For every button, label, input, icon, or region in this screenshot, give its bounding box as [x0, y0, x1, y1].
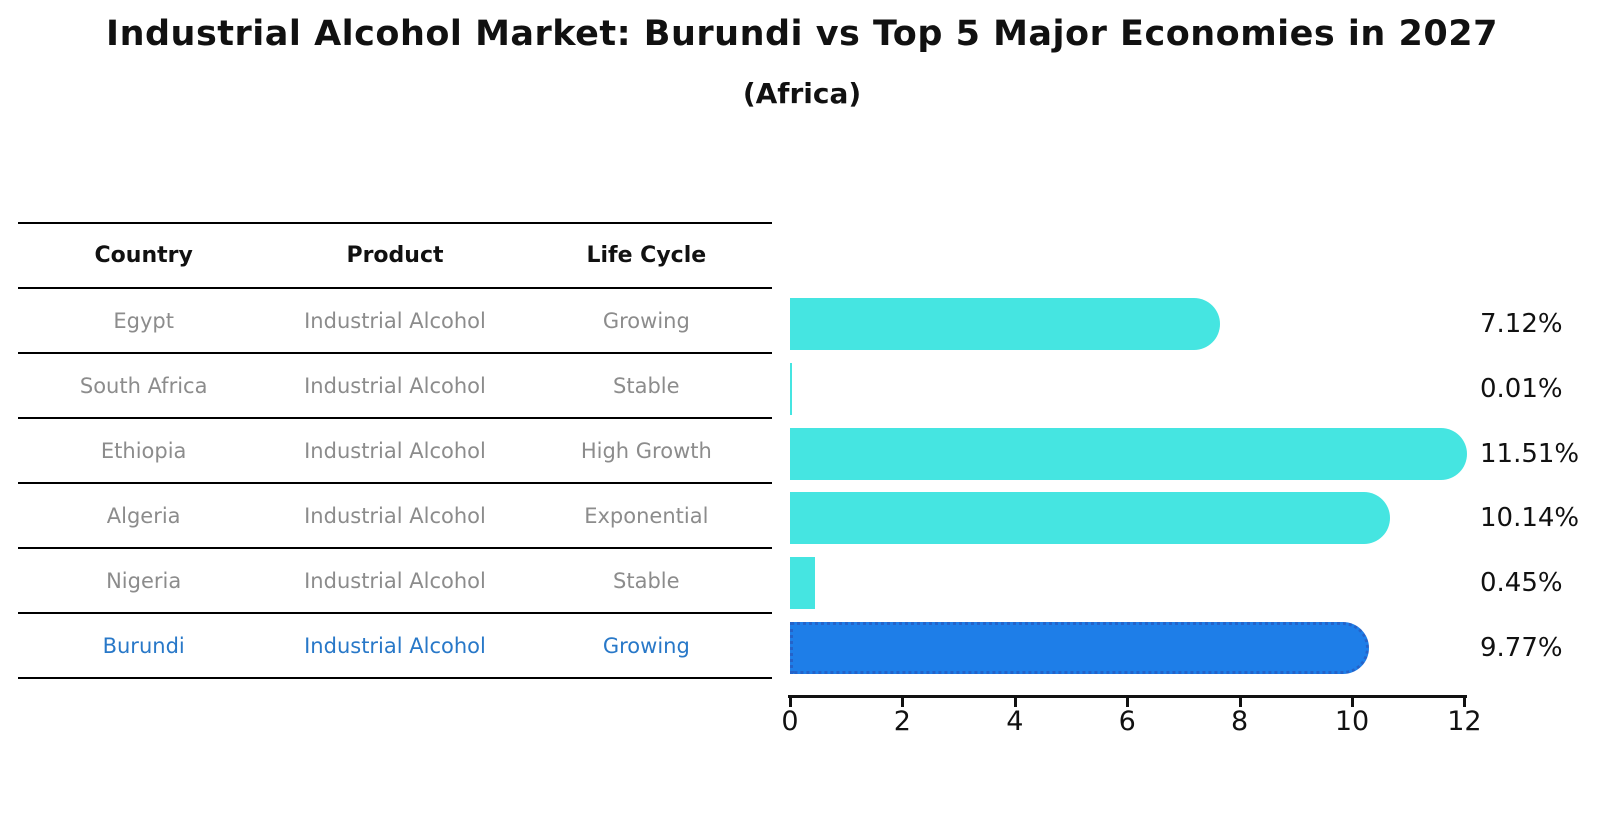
- cell-life-cycle: Stable: [613, 568, 680, 593]
- x-axis-line: [788, 695, 1467, 698]
- value-label-algeria: 10.14%: [1480, 503, 1580, 534]
- column-header-product: Product: [346, 243, 444, 268]
- value-label-burundi: 9.77%: [1480, 633, 1563, 663]
- x-tick-mark: [901, 697, 905, 707]
- chart-title: Industrial Alcohol Market: Burundi vs To…: [106, 14, 1498, 54]
- table-header-row: Country Product Life Cycle: [18, 224, 772, 289]
- value-label-south-africa: 0.01%: [1480, 373, 1563, 404]
- cell-life-cycle: Exponential: [584, 503, 709, 528]
- value-label-ethiopia: 11.51%: [1480, 438, 1580, 469]
- x-tick-mark: [1238, 697, 1242, 707]
- column-header-country: Country: [94, 243, 193, 268]
- bar-burundi: [790, 622, 1370, 674]
- comparison-table: Country Product Life Cycle Egypt Industri…: [18, 222, 772, 679]
- cell-country: Nigeria: [106, 568, 182, 593]
- cell-life-cycle: High Growth: [580, 438, 712, 463]
- x-tick-label: 8: [1231, 706, 1249, 737]
- cell-life-cycle: Stable: [613, 373, 680, 398]
- cell-life-cycle: Growing: [602, 308, 690, 333]
- cell-product: Industrial Alcohol: [304, 568, 486, 593]
- bar-algeria: [790, 492, 1390, 545]
- x-tick-mark: [1463, 697, 1467, 707]
- cell-country: Algeria: [106, 503, 181, 528]
- table-row-egypt: Egypt Industrial Alcohol Growing: [18, 289, 772, 354]
- chart-subtitle: (Africa): [742, 77, 862, 110]
- x-tick-label: 4: [1006, 706, 1024, 737]
- x-tick-label: 12: [1447, 706, 1482, 737]
- value-label-egypt: 7.12%: [1480, 309, 1563, 339]
- cell-country: South Africa: [79, 373, 208, 398]
- cell-product: Industrial Alcohol: [304, 373, 486, 398]
- x-tick-mark: [1351, 697, 1354, 707]
- value-label-nigeria: 0.45%: [1480, 568, 1563, 599]
- table-row-nigeria: Nigeria Industrial Alcohol Stable: [18, 549, 772, 614]
- cell-country: Ethiopia: [100, 438, 187, 463]
- table-body: Egypt Industrial Alcohol Growing South Afri…: [18, 289, 772, 679]
- cell-product: Industrial Alcohol: [304, 503, 486, 528]
- x-tick-label: 2: [893, 706, 911, 737]
- x-tick-label: 0: [781, 706, 799, 737]
- cell-country: Burundi: [102, 633, 185, 658]
- x-tick-label: 6: [1118, 706, 1136, 737]
- x-tick-mark: [789, 697, 792, 707]
- cell-country: Egypt: [113, 308, 174, 333]
- cell-life-cycle: Growing: [602, 633, 690, 658]
- column-header-life-cycle: Life Cycle: [586, 243, 707, 268]
- bar-ethiopia: [790, 427, 1467, 480]
- cell-product: Industrial Alcohol: [304, 308, 486, 333]
- cell-product: Industrial Alcohol: [304, 633, 486, 658]
- cell-product: Industrial Alcohol: [304, 438, 486, 463]
- bar-south-africa: [790, 362, 792, 415]
- x-tick-mark: [1013, 697, 1017, 707]
- table-row-algeria: Algeria Industrial Alcohol Exponential: [18, 484, 772, 549]
- table-row-south-africa: South Africa Industrial Alcohol Stable: [18, 354, 772, 419]
- table-row-ethiopia: Ethiopia Industrial Alcohol High Growth: [18, 419, 772, 484]
- x-tick-mark: [1126, 697, 1130, 707]
- bar-nigeria: [790, 557, 816, 610]
- bar-egypt: [790, 298, 1221, 350]
- table-row-burundi: Burundi Industrial Alcohol Growing: [18, 614, 772, 679]
- x-tick-label: 10: [1334, 706, 1370, 737]
